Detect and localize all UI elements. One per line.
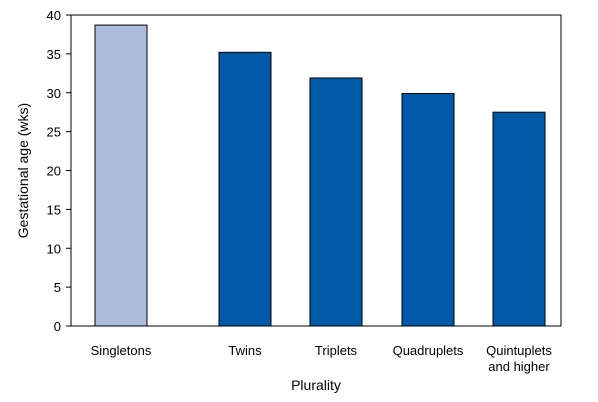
y-tick-label: 5: [54, 280, 61, 295]
x-axis-title: Plurality: [291, 377, 341, 393]
x-tick-label-line: Triplets: [315, 343, 358, 358]
y-tick-label: 15: [47, 202, 61, 217]
y-tick-label: 25: [47, 125, 61, 140]
x-tick-label-line: and higher: [488, 359, 550, 374]
x-tick-label: Twins: [228, 343, 262, 358]
x-tick-label-line: Singletons: [91, 343, 152, 358]
y-tick-label: 20: [47, 164, 61, 179]
y-tick-label: 0: [54, 319, 61, 334]
y-tick-label: 40: [47, 8, 61, 23]
bar: [218, 51, 272, 327]
x-axis: Singletons Twins Triplets Quadruplets Quintu…: [91, 343, 553, 374]
y-tick-label: 30: [47, 86, 61, 101]
x-tick-label-line: Twins: [228, 343, 262, 358]
x-tick-label: Triplets: [315, 343, 358, 358]
bar: [309, 77, 363, 327]
y-axis: 0 5 10 15 20 25 30 35 40: [47, 8, 71, 334]
x-tick-label: Quintuplets and higher: [486, 343, 552, 374]
x-tick-label-line: Quintuplets: [486, 343, 552, 358]
y-axis-title: Gestational age (wks): [15, 103, 31, 238]
bar: [492, 111, 546, 327]
bars: [94, 24, 546, 327]
y-tick-label: 10: [47, 241, 61, 256]
x-tick-label: Quadruplets: [393, 343, 464, 358]
bar: [94, 24, 148, 327]
x-tick-label: Singletons: [91, 343, 152, 358]
bar: [401, 93, 455, 327]
y-tick-label: 35: [47, 47, 61, 62]
plot-frame: [70, 14, 562, 327]
x-tick-label-line: Quadruplets: [393, 343, 464, 358]
